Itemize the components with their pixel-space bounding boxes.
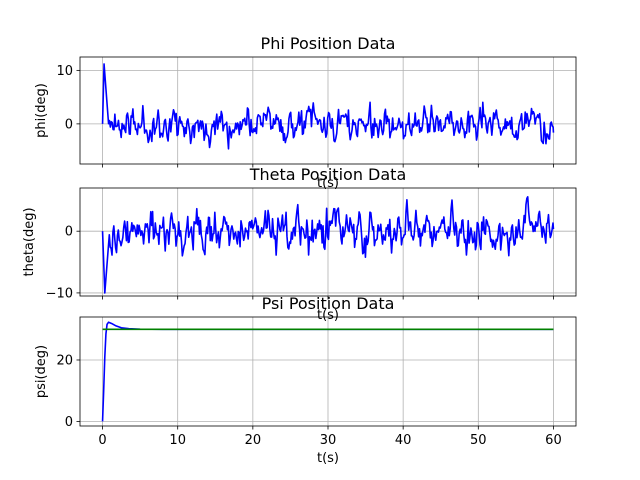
chart-title: Psi Position Data	[262, 294, 395, 313]
x-axis-label: t(s)	[317, 308, 339, 323]
chart-title: Theta Position Data	[249, 165, 407, 184]
axes-frame	[79, 56, 577, 165]
series-line-phi	[101, 63, 555, 150]
y-tick-label: 10	[56, 64, 73, 79]
x-tick-label: 40	[395, 433, 412, 448]
x-tick-label: 30	[320, 433, 337, 448]
x-axis-label: t(s)	[317, 451, 339, 466]
y-tick-label: −10	[46, 286, 73, 301]
x-axis-label: t(s)	[317, 176, 339, 191]
y-axis-label: phi(deg)	[34, 83, 49, 138]
y-tick-label: 0	[65, 225, 73, 240]
chart-title: Phi Position Data	[261, 34, 396, 53]
axes-frame	[79, 316, 577, 427]
x-tick-label: 20	[245, 433, 262, 448]
x-tick-label: 60	[545, 433, 562, 448]
y-axis-label: theta(deg)	[22, 207, 37, 276]
y-tick-label: 0	[65, 117, 73, 132]
series-line-theta	[101, 196, 555, 294]
y-axis-label: psi(deg)	[34, 345, 49, 398]
y-tick-label: 20	[56, 353, 73, 368]
y-tick-label: 0	[65, 415, 73, 430]
subplot-1: 0 10 Phi Position Data t(s) phi(deg)	[34, 34, 577, 191]
x-tick-label: 50	[470, 433, 487, 448]
x-tick-label: 0	[98, 433, 106, 448]
x-tick-label: 10	[169, 433, 186, 448]
axes-frame	[79, 187, 577, 297]
